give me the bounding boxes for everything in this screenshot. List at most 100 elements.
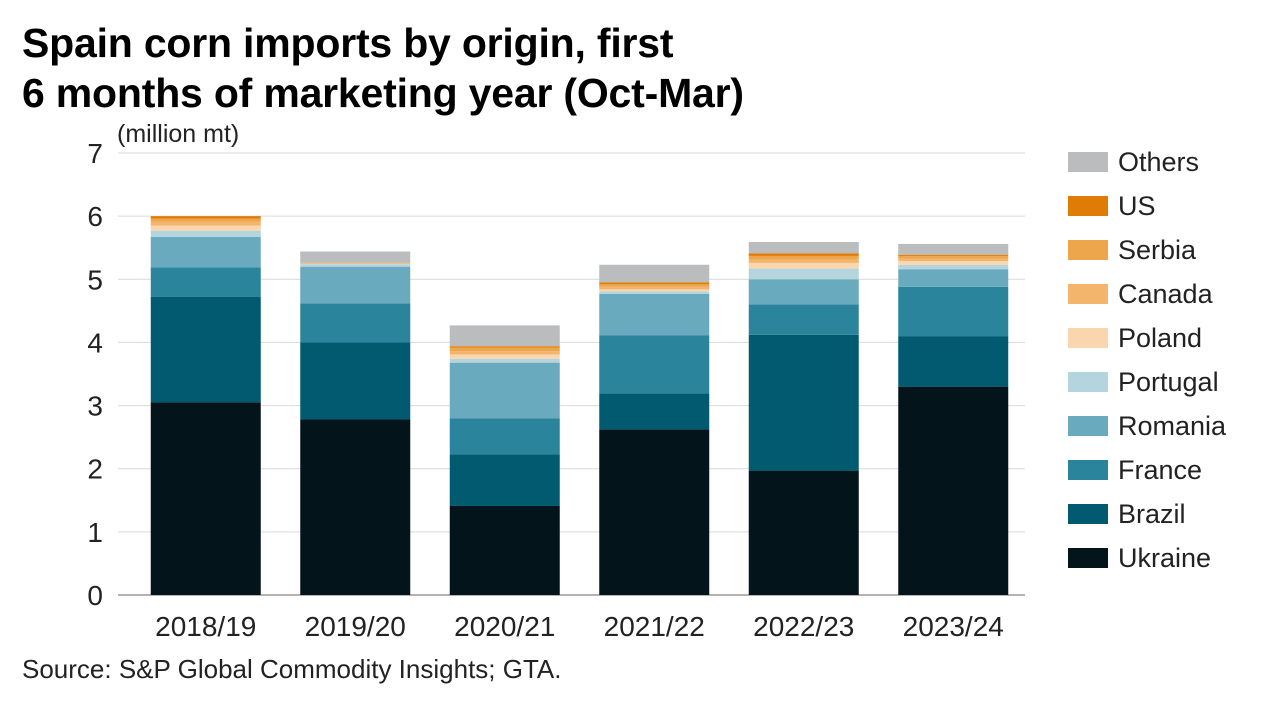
legend-swatch bbox=[1068, 548, 1108, 568]
x-tick-label: 2019/20 bbox=[305, 611, 406, 642]
y-tick-label: 7 bbox=[87, 138, 103, 169]
bar-segment-brazil bbox=[748, 334, 859, 471]
bar-segment-poland bbox=[300, 263, 411, 265]
bar-segment-france bbox=[449, 418, 560, 455]
bar-segment-others bbox=[898, 243, 1009, 255]
legend-swatch bbox=[1068, 416, 1108, 436]
bar-segment-france bbox=[150, 267, 261, 297]
legend-item: Serbia bbox=[1068, 228, 1268, 272]
bar-stack bbox=[599, 264, 710, 595]
bar-segment-serbia bbox=[748, 255, 859, 260]
bar-segment-serbia bbox=[150, 218, 261, 222]
bar-segment-canada bbox=[748, 259, 859, 263]
legend-swatch bbox=[1068, 196, 1108, 216]
y-axis-ticks: 0 1 2 3 4 5 6 7 bbox=[87, 138, 103, 611]
bar-segment-poland bbox=[150, 225, 261, 231]
legend-label: Others bbox=[1118, 146, 1200, 177]
legend-item: Ukraine bbox=[1068, 536, 1268, 580]
bar-segment-us bbox=[150, 216, 261, 219]
bar-segment-poland bbox=[748, 262, 859, 269]
y-tick-label: 0 bbox=[87, 580, 103, 611]
bar-segment-canada bbox=[898, 258, 1009, 261]
legend-swatch bbox=[1068, 284, 1108, 304]
legend-label: Brazil bbox=[1118, 498, 1186, 529]
bar-segment-brazil bbox=[599, 393, 710, 430]
bar-segment-france bbox=[748, 304, 859, 335]
x-tick-label: 2018/19 bbox=[155, 611, 256, 642]
legend-item: Romania bbox=[1068, 404, 1268, 448]
bar-segment-poland bbox=[449, 354, 560, 359]
bar-segment-us bbox=[748, 253, 859, 256]
bar-segment-canada bbox=[449, 351, 560, 355]
bar-segment-ukraine bbox=[748, 470, 859, 595]
bar-segment-canada bbox=[150, 221, 261, 226]
legend-swatch bbox=[1068, 372, 1108, 392]
x-tick-label: 2021/22 bbox=[604, 611, 705, 642]
y-tick-label: 5 bbox=[87, 264, 103, 295]
bar-segment-portugal bbox=[599, 291, 710, 294]
bar-segment-ukraine bbox=[449, 505, 560, 595]
legend-item: Portugal bbox=[1068, 360, 1268, 404]
legend-item: France bbox=[1068, 448, 1268, 492]
bar-segment-portugal bbox=[449, 358, 560, 363]
bar-segment-poland bbox=[599, 289, 710, 292]
bar-segment-others bbox=[599, 264, 710, 283]
bar-segment-serbia bbox=[599, 284, 710, 287]
bar-stack bbox=[748, 242, 859, 595]
y-tick-label: 1 bbox=[87, 517, 103, 548]
bar-segment-portugal bbox=[300, 264, 411, 267]
bar-segment-us bbox=[599, 282, 710, 285]
bar-segment-serbia bbox=[898, 255, 1009, 259]
legend-label: Serbia bbox=[1118, 234, 1197, 265]
y-axis-unit-label: (million mt) bbox=[117, 120, 240, 148]
bar-segment-serbia bbox=[300, 262, 411, 264]
gridlines bbox=[118, 152, 1025, 596]
bar-segment-others bbox=[748, 242, 859, 254]
legend: Others US Serbia Canada Poland Portugal Romani… bbox=[1068, 140, 1268, 580]
bar-segment-romania bbox=[599, 293, 710, 336]
bar-segment-france bbox=[599, 335, 710, 394]
bars bbox=[150, 216, 1009, 595]
legend-swatch bbox=[1068, 240, 1108, 260]
x-tick-label: 2022/23 bbox=[753, 611, 854, 642]
y-tick-label: 2 bbox=[87, 454, 103, 485]
bar-segment-brazil bbox=[898, 336, 1009, 387]
bar-segment-others bbox=[300, 251, 411, 263]
x-axis-ticks: 2018/19 2019/20 2020/21 2021/22 2022/23 2023/… bbox=[155, 611, 1004, 642]
bar-segment-romania bbox=[150, 236, 261, 268]
bar-segment-france bbox=[898, 286, 1009, 337]
bar-segment-portugal bbox=[898, 264, 1009, 270]
legend-label: France bbox=[1118, 454, 1203, 485]
y-tick-label: 3 bbox=[87, 391, 103, 422]
bar-segment-canada bbox=[599, 286, 710, 290]
bar-segment-ukraine bbox=[898, 386, 1009, 595]
legend-item: Poland bbox=[1068, 316, 1268, 360]
bar-segment-others bbox=[449, 325, 560, 347]
bar-segment-ukraine bbox=[150, 402, 261, 595]
legend-item: Canada bbox=[1068, 272, 1268, 316]
legend-item: Brazil bbox=[1068, 492, 1268, 536]
legend-swatch bbox=[1068, 504, 1108, 524]
bar-segment-france bbox=[300, 303, 411, 343]
bar-segment-us bbox=[449, 346, 560, 348]
bar-stack bbox=[898, 243, 1009, 595]
y-tick-label: 4 bbox=[87, 327, 103, 358]
legend-label: US bbox=[1118, 190, 1156, 221]
x-tick-label: 2020/21 bbox=[454, 611, 555, 642]
legend-swatch bbox=[1068, 460, 1108, 480]
legend-label: Portugal bbox=[1118, 366, 1219, 397]
legend-label: Romania bbox=[1118, 410, 1227, 441]
bar-segment-ukraine bbox=[300, 419, 411, 595]
chart-title-line-2: 6 months of marketing year (Oct-Mar) bbox=[22, 70, 744, 116]
bar-segment-poland bbox=[898, 260, 1009, 265]
legend-label: Canada bbox=[1118, 278, 1213, 309]
bar-stack bbox=[300, 251, 411, 595]
legend-label: Poland bbox=[1118, 322, 1203, 353]
bar-segment-romania bbox=[449, 362, 560, 419]
bar-segment-ukraine bbox=[599, 429, 710, 595]
y-tick-label: 6 bbox=[87, 201, 103, 232]
bar-segment-romania bbox=[300, 266, 411, 304]
bar-stack bbox=[150, 216, 261, 595]
bar-segment-romania bbox=[898, 269, 1009, 287]
